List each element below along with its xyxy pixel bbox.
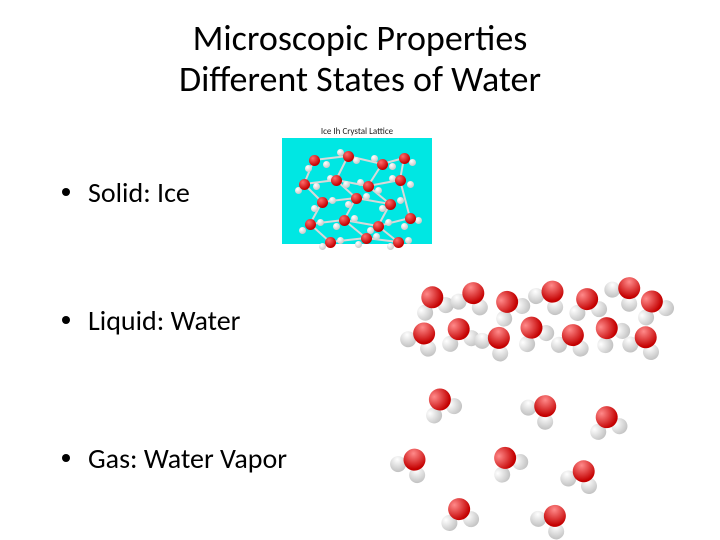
oxygen-atom-icon bbox=[540, 501, 571, 532]
oxygen-atom-icon bbox=[325, 237, 336, 248]
oxygen-atom-icon bbox=[363, 181, 374, 192]
water-molecule-icon bbox=[438, 495, 483, 533]
water-molecule-icon bbox=[482, 437, 533, 486]
hydrogen-atom-icon bbox=[353, 157, 360, 164]
oxygen-atom-icon bbox=[299, 179, 310, 190]
oxygen-atom-icon bbox=[309, 155, 320, 166]
oxygen-atom-icon bbox=[351, 193, 362, 204]
title-line-1: Microscopic Properties bbox=[193, 16, 528, 60]
water-molecule-icon bbox=[387, 440, 438, 488]
slide: { "title_line1": "Microscopic Properties… bbox=[0, 18, 720, 540]
hydrogen-atom-icon bbox=[305, 165, 312, 172]
hydrogen-atom-icon bbox=[415, 217, 422, 224]
hydrogen-atom-icon bbox=[401, 223, 408, 230]
oxygen-atom-icon bbox=[405, 213, 416, 224]
hydrogen-atom-icon bbox=[299, 227, 306, 234]
oxygen-atom-icon bbox=[395, 175, 406, 186]
oxygen-atom-icon bbox=[331, 175, 342, 186]
hydrogen-atom-icon bbox=[363, 193, 370, 200]
bullet-liquid-text: Liquid: Water bbox=[88, 303, 240, 338]
hydrogen-atom-icon bbox=[385, 219, 392, 226]
oxygen-atom-icon bbox=[361, 233, 372, 244]
bullet-dot-icon bbox=[62, 454, 70, 462]
hydrogen-atom-icon bbox=[355, 241, 362, 248]
ice-crystal-diagram: Ice Ih Crystal Lattice bbox=[282, 126, 432, 244]
water-molecule-icon bbox=[558, 454, 607, 498]
hydrogen-atom-icon bbox=[313, 183, 320, 190]
hydrogen-atom-icon bbox=[389, 163, 396, 170]
oxygen-atom-icon bbox=[393, 237, 404, 248]
oxygen-atom-icon bbox=[373, 221, 384, 232]
title-line-2: Different States of Water bbox=[179, 57, 541, 101]
hydrogen-atom-icon bbox=[323, 161, 330, 168]
water-molecule-icon bbox=[516, 385, 567, 435]
oxygen-atom-icon bbox=[530, 391, 561, 422]
oxygen-atom-icon bbox=[339, 215, 350, 226]
hydrogen-atom-icon bbox=[375, 187, 382, 194]
hydrogen-atom-icon bbox=[409, 159, 416, 166]
water-molecule-icon bbox=[550, 321, 595, 359]
oxygen-atom-icon bbox=[305, 219, 316, 230]
ice-diagram-caption: Ice Ih Crystal Lattice bbox=[282, 126, 432, 137]
bullet-liquid: Liquid: Water bbox=[62, 300, 240, 338]
bullet-gas-text: Gas: Water Vapor bbox=[88, 441, 287, 476]
hydrogen-atom-icon bbox=[351, 215, 358, 222]
oxygen-atom-icon bbox=[377, 159, 388, 170]
hydrogen-atom-icon bbox=[333, 223, 340, 230]
hydrogen-atom-icon bbox=[317, 219, 324, 226]
liquid-molecules-diagram bbox=[402, 276, 662, 366]
gas-molecules-diagram bbox=[392, 388, 622, 538]
hydrogen-atom-icon bbox=[343, 181, 350, 188]
water-molecule-icon bbox=[620, 320, 669, 364]
hydrogen-atom-icon bbox=[329, 197, 336, 204]
bullet-solid-text: Solid: Ice bbox=[88, 175, 190, 210]
oxygen-atom-icon bbox=[399, 445, 429, 475]
slide-title: Microscopic Properties Different States … bbox=[0, 18, 720, 101]
water-molecule-icon bbox=[417, 381, 467, 427]
oxygen-atom-icon bbox=[343, 151, 354, 162]
bullet-dot-icon bbox=[62, 316, 70, 324]
oxygen-atom-icon bbox=[385, 199, 396, 210]
bullet-gas: Gas: Water Vapor bbox=[62, 438, 287, 476]
hydrogen-atom-icon bbox=[405, 237, 412, 244]
water-molecule-icon bbox=[449, 277, 496, 318]
oxygen-atom-icon bbox=[399, 153, 410, 164]
hydrogen-atom-icon bbox=[311, 205, 318, 212]
hydrogen-atom-icon bbox=[371, 155, 378, 162]
water-molecule-icon bbox=[526, 495, 577, 540]
oxygen-atom-icon bbox=[537, 277, 567, 307]
hydrogen-atom-icon bbox=[373, 233, 380, 240]
bullet-dot-icon bbox=[62, 188, 70, 196]
hydrogen-atom-icon bbox=[337, 237, 344, 244]
hydrogen-atom-icon bbox=[397, 197, 404, 204]
oxygen-atom-icon bbox=[317, 197, 328, 208]
hydrogen-atom-icon bbox=[345, 201, 352, 208]
hydrogen-atom-icon bbox=[407, 181, 414, 188]
water-molecule-icon bbox=[585, 401, 632, 442]
bullet-solid: Solid: Ice bbox=[62, 172, 190, 210]
